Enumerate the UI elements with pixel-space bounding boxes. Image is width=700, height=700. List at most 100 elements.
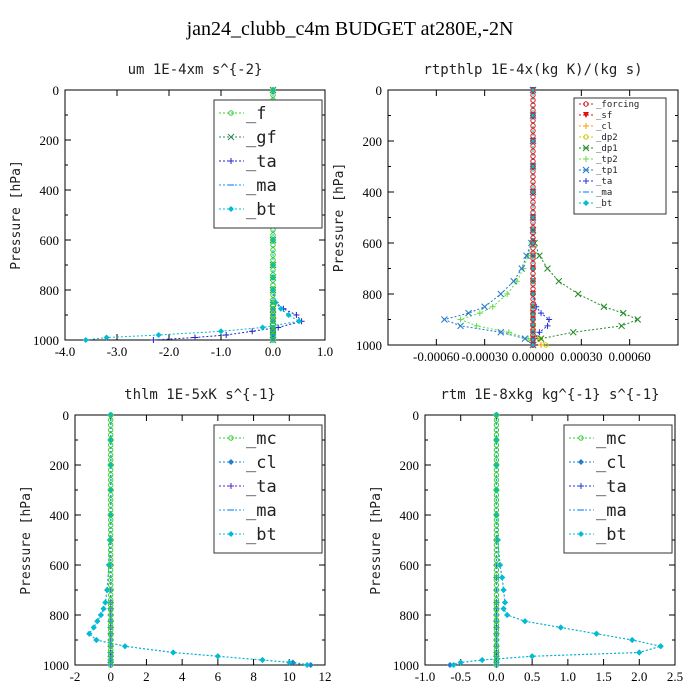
x-tick-label: -0.5 (450, 669, 471, 684)
stack-marker (493, 497, 500, 503)
legend-marker (582, 166, 590, 174)
series-line (459, 90, 534, 346)
stack-marker (493, 612, 500, 618)
stack-marker (108, 612, 114, 618)
stack-marker (270, 257, 276, 263)
data-point (523, 252, 530, 260)
x-tick-label: 0.00060 (609, 349, 651, 364)
stack-marker (270, 272, 276, 278)
data-point (441, 316, 448, 323)
y-axis-label: Pressure [hPa] (369, 485, 384, 595)
stack-marker (108, 607, 114, 613)
x-tick-label: -1.0 (211, 344, 232, 359)
stack-marker (493, 662, 500, 668)
stack-marker (108, 412, 114, 418)
data-point (544, 265, 551, 272)
legend-label: _ma (596, 188, 612, 198)
data-point (497, 328, 505, 336)
data-point (457, 322, 464, 330)
y-tick-label: 200 (50, 458, 70, 473)
data-point (293, 312, 300, 318)
zero-stack (530, 87, 536, 348)
legend: _forcing_sf_cl_dp2_dp1_tp2_tp1_ta_ma_bt (573, 97, 667, 215)
legend-marker (227, 133, 235, 141)
stack-marker (530, 163, 536, 170)
stack-marker (493, 537, 500, 543)
legend-item: _cl (219, 453, 277, 473)
data-point (457, 659, 464, 666)
y-tick-label: 600 (40, 233, 60, 248)
stack-marker (530, 291, 536, 297)
data-point (489, 303, 496, 310)
stack-marker (493, 472, 500, 478)
data-point (555, 277, 563, 285)
stack-marker (108, 422, 114, 428)
stack-marker (108, 617, 114, 623)
y-tick-label: 600 (363, 236, 383, 251)
x-tick-label: -0.00030 (461, 349, 508, 364)
stack-marker (270, 247, 276, 253)
stack-marker (108, 572, 114, 578)
y-axis-label: Pressure [hPa] (9, 160, 24, 270)
stack-marker (270, 237, 276, 243)
legend-label: _tp1 (596, 166, 618, 176)
stack-marker (530, 245, 536, 251)
stack-marker (530, 286, 536, 292)
stack-marker (270, 297, 276, 303)
stack-marker (493, 467, 500, 473)
stack-marker (270, 282, 276, 288)
chart-panel-4: rtm 1E-8xkg kg^{-1} s^{-1} Pressure [hPa]… (369, 387, 683, 684)
stack-marker (108, 602, 114, 608)
legend-box (213, 424, 323, 554)
stack-marker (108, 532, 114, 538)
data-point (277, 305, 284, 312)
data-point (546, 316, 553, 323)
stack-marker (270, 262, 276, 268)
y-tick-label: 0 (53, 83, 60, 98)
stack-marker (530, 332, 536, 338)
data-point (90, 624, 97, 631)
chart-panel-1: um 1E-4xm s^{-2} Pressure [hPa] 0 200 400 600… (9, 62, 333, 359)
legend-label: _tp2 (596, 155, 618, 165)
panel-title: rtpthlp 1E-4x(kg K)/(kg s) (423, 62, 642, 78)
legend-marker (228, 459, 234, 465)
legend-item: _ma (579, 188, 612, 198)
legend-item: _bt (579, 199, 612, 209)
stack-marker (108, 467, 114, 473)
legend-label: _ta (246, 477, 277, 497)
y-tick-label: 200 (400, 458, 420, 473)
stack-marker (530, 92, 536, 98)
legend-box (573, 97, 667, 215)
data-point (102, 599, 109, 606)
stack-marker (493, 412, 500, 418)
legend-item: _ma (219, 176, 277, 196)
stack-marker (530, 179, 536, 185)
stack-marker (493, 462, 500, 468)
stack-marker (493, 512, 500, 518)
stack-marker (530, 230, 536, 236)
stack-marker (530, 153, 536, 160)
y-tick-label: 800 (40, 283, 60, 298)
data-point (100, 605, 107, 612)
data-point (150, 337, 157, 343)
x-tick-label: 6 (215, 669, 222, 684)
data-point (450, 662, 457, 668)
stack-marker (108, 627, 114, 633)
stack-marker (530, 337, 536, 343)
x-tick-label: 0.0 (265, 344, 281, 359)
data-point (513, 278, 520, 285)
stack-marker (493, 557, 500, 563)
legend-label: _bt (596, 199, 612, 209)
legend-item: _cl (579, 122, 612, 132)
stack-marker (108, 432, 114, 438)
stack-marker (108, 477, 114, 483)
legend-label: _f (246, 104, 266, 124)
data-point (479, 657, 486, 663)
legend-item: _bt (569, 525, 627, 545)
legend-marker (583, 112, 589, 118)
x-tick-label: 0 (107, 669, 114, 684)
stack-marker (530, 235, 536, 241)
data-point (499, 574, 506, 581)
data-point (259, 657, 266, 663)
legend-marker (228, 158, 234, 164)
